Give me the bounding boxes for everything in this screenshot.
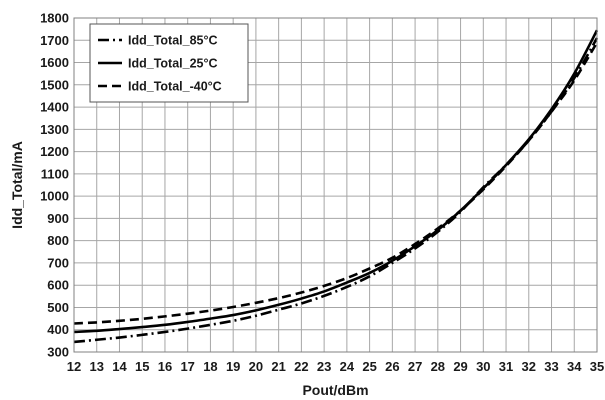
legend-label-3: Idd_Total_-40°C	[128, 80, 222, 94]
y-tick-label: 1700	[40, 33, 69, 48]
axes: 12 13 14 15 16 17 18 19 20 21 22 23 24 25 26 27 28 29 30 31…	[40, 11, 604, 375]
y-tick-label: 1600	[40, 55, 69, 70]
y-tick-label: 300	[47, 345, 69, 360]
plot-frame	[73, 17, 598, 353]
legend-label-2: Idd_Total_25°C	[128, 57, 218, 71]
x-tick-label: 23	[317, 359, 331, 374]
x-tick-label: 16	[158, 359, 172, 374]
y-tick-label: 600	[47, 278, 69, 293]
x-tick-label: 30	[476, 359, 490, 374]
y-tick-label: 700	[47, 255, 69, 270]
y-axis-title: Idd_Total/mA	[9, 141, 25, 229]
x-tick-label: 35	[590, 359, 604, 374]
series-line-3	[73, 41, 599, 325]
y-tick-label: 400	[47, 322, 69, 337]
y-tick-label: 1400	[40, 100, 69, 115]
legend: Idd_Total_85°C Idd_Total_25°C Idd_Total_-4…	[89, 23, 249, 103]
x-tick-label: 14	[112, 359, 127, 374]
x-tick-label: 19	[226, 359, 240, 374]
x-tick-label: 20	[249, 359, 263, 374]
legend-label-1: Idd_Total_85°C	[128, 34, 218, 48]
x-tick-label: 34	[567, 359, 582, 374]
y-tick-label: 1300	[40, 122, 69, 137]
x-tick-label: 27	[408, 359, 422, 374]
series-lines	[73, 29, 599, 344]
y-tick-label: 500	[47, 300, 69, 315]
x-tick-label: 25	[362, 359, 376, 374]
y-tick-label: 1000	[40, 189, 69, 204]
x-tick-label: 24	[340, 359, 355, 374]
x-tick-label: 28	[431, 359, 445, 374]
x-tick-label: 26	[385, 359, 399, 374]
y-tick-label: 900	[47, 211, 69, 226]
x-tick-label: 22	[294, 359, 308, 374]
x-tick-label: 15	[135, 359, 149, 374]
x-tick-label: 29	[453, 359, 467, 374]
y-tick-label: 1100	[41, 166, 69, 181]
x-tick-label: 12	[67, 359, 81, 374]
x-axis-title: Pout/dBm	[302, 382, 368, 398]
y-tick-label: 1800	[40, 11, 69, 26]
x-tick-label: 33	[544, 359, 558, 374]
x-tick-label: 31	[499, 359, 513, 374]
x-tick-label: 13	[90, 359, 104, 374]
x-tick-label: 32	[522, 359, 536, 374]
y-tick-label: 1200	[40, 144, 69, 159]
x-tick-label: 17	[180, 359, 194, 374]
x-tick-label: 21	[271, 359, 285, 374]
x-tick-label: 18	[203, 359, 217, 374]
y-tick-label: 800	[47, 233, 69, 248]
y-tick-label: 1500	[40, 77, 69, 92]
